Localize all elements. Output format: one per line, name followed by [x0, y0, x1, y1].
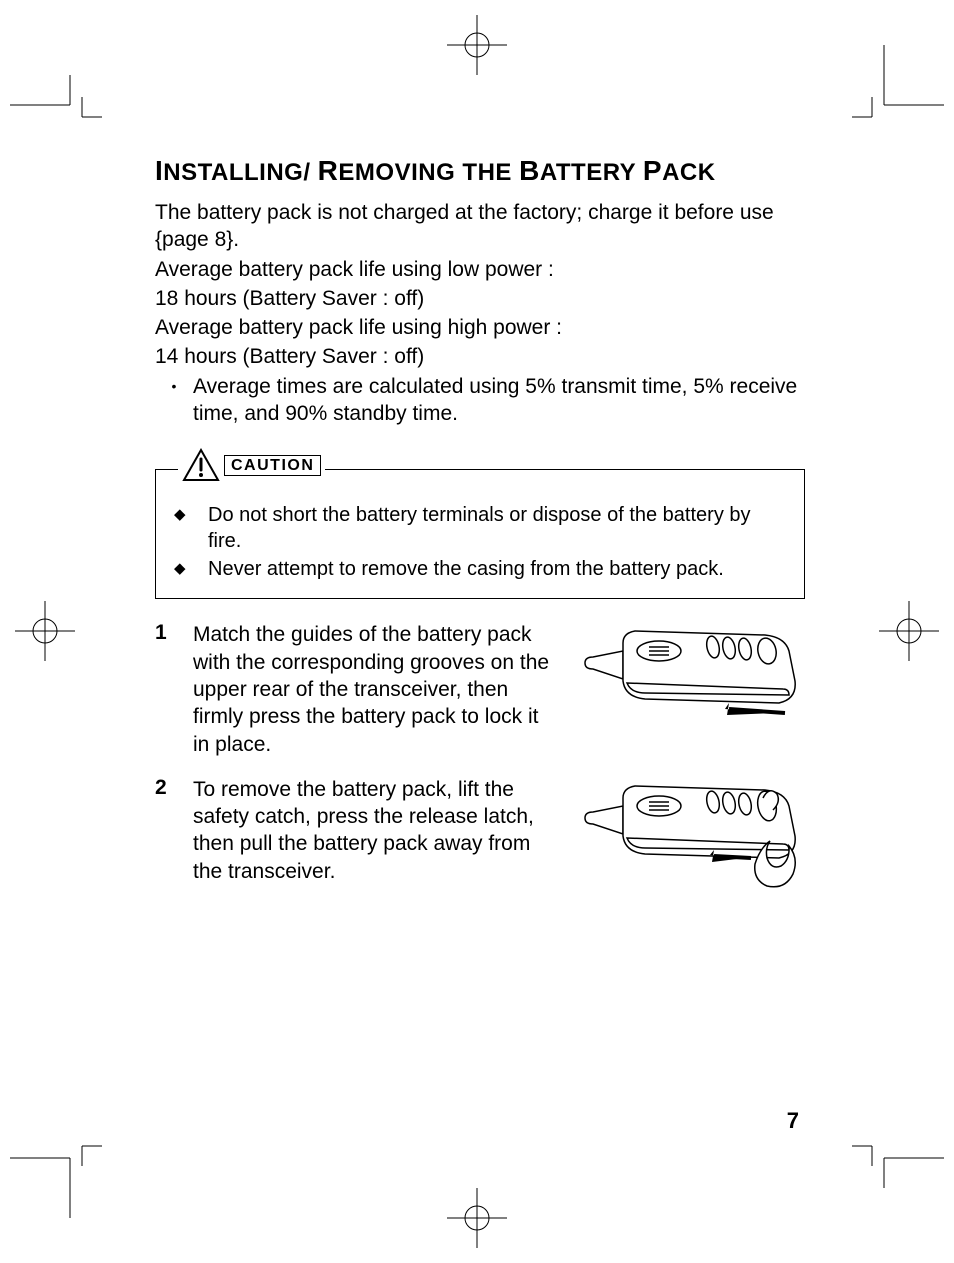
page-content: INSTALLING/ REMOVING THE BATTERY PACK Th… [155, 155, 805, 914]
page-number: 7 [787, 1108, 799, 1134]
warning-triangle-icon [182, 448, 220, 482]
crop-mark-tl [10, 75, 105, 120]
note-bullet: • Average times are calculated using 5% … [155, 373, 805, 428]
diamond-bullet-icon: ◆ [174, 502, 208, 554]
step-text: To remove the battery pack, lift the saf… [193, 776, 555, 896]
diamond-bullet-icon: ◆ [174, 556, 208, 582]
section-heading: INSTALLING/ REMOVING THE BATTERY PACK [155, 155, 805, 187]
registration-mark-top [447, 15, 507, 75]
step-2: 2 To remove the battery pack, lift the s… [155, 776, 805, 896]
crop-mark-tr [849, 45, 944, 120]
intro-para-2: 18 hours (Battery Saver : off) [155, 285, 805, 312]
registration-mark-bottom [447, 1188, 507, 1248]
bullet-dot-icon: • [155, 373, 193, 428]
step-2-illustration [555, 776, 805, 896]
registration-mark-left [15, 601, 75, 661]
crop-mark-bl [10, 1143, 105, 1218]
intro-para-1: Average battery pack life using low powe… [155, 256, 805, 283]
caution-label: CAUTION [224, 455, 321, 476]
note-text: Average times are calculated using 5% tr… [193, 373, 805, 428]
step-1-illustration [555, 621, 805, 757]
registration-mark-right [879, 601, 939, 661]
caution-box: CAUTION ◆ Do not short the battery termi… [155, 469, 805, 599]
step-1: 1 Match the guides of the battery pack w… [155, 621, 805, 757]
crop-mark-br [849, 1143, 944, 1188]
caution-item-0: ◆ Do not short the battery terminals or … [174, 502, 786, 554]
caution-header: CAUTION [178, 448, 325, 482]
intro-para-0: The battery pack is not charged at the f… [155, 199, 805, 254]
intro-para-3: Average battery pack life using high pow… [155, 314, 805, 341]
step-number: 2 [155, 776, 193, 896]
steps-list: 1 Match the guides of the battery pack w… [155, 621, 805, 895]
caution-item-1: ◆ Never attempt to remove the casing fro… [174, 556, 786, 582]
step-text: Match the guides of the battery pack wit… [193, 621, 555, 757]
intro-para-4: 14 hours (Battery Saver : off) [155, 343, 805, 370]
step-number: 1 [155, 621, 193, 757]
